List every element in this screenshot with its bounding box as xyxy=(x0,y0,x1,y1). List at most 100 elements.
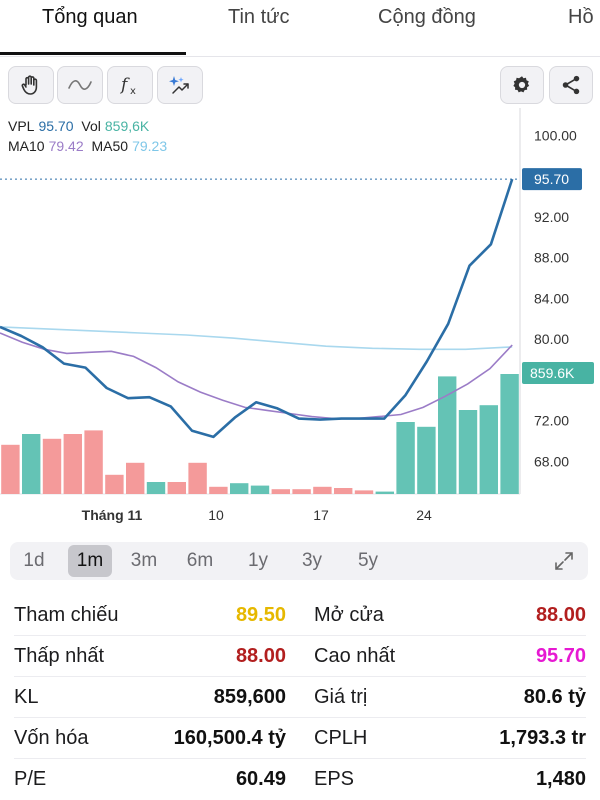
volume-value: 859,600 xyxy=(213,686,286,708)
divider xyxy=(14,635,586,636)
volume-tag xyxy=(522,362,594,384)
open-label: Mở cửa xyxy=(314,604,384,626)
hand-icon xyxy=(21,75,38,95)
range-5y[interactable]: 5y xyxy=(357,550,379,571)
stats-row-1: Tham chiếu 89.50 Mở cửa 88.00 xyxy=(14,596,586,636)
x-tick-label: 10 xyxy=(208,507,224,523)
stats-row-5: P/E 60.49 EPS 1,480 xyxy=(14,760,586,800)
volume-bar xyxy=(292,489,311,494)
range-1m[interactable]: 1m xyxy=(68,545,112,577)
open-value: 88.00 xyxy=(535,604,586,626)
wave-icon xyxy=(68,80,92,90)
volume-bar xyxy=(63,434,82,494)
stats-row-3: KL 859,600 Giá trị 80.6 tỷ xyxy=(14,678,586,718)
sparkle-chart-icon xyxy=(169,76,189,94)
volume-bar xyxy=(479,405,498,494)
value-label: Giá trị xyxy=(314,686,368,708)
volume-bar xyxy=(500,374,519,494)
legend-vol-label: Vol xyxy=(81,118,101,134)
volume-bar xyxy=(1,444,20,494)
volume-bar xyxy=(250,485,270,494)
stats-row-4: Vốn hóa 160,500.4 tỷ CPLH 1,793.3 tr xyxy=(14,719,586,759)
stats-row-2: Thấp nhất 88.00 Cao nhất 95.70 xyxy=(14,637,586,677)
range-3m[interactable]: 3m xyxy=(130,550,158,571)
indicator-button[interactable]: f x xyxy=(107,66,153,104)
volume-bar xyxy=(271,489,290,494)
range-6m[interactable]: 6m xyxy=(186,550,214,571)
value-value: 80.6 tỷ xyxy=(523,686,586,708)
legend-symbol: VPL xyxy=(8,118,35,134)
volume-bar xyxy=(438,376,457,494)
y-tick-label: 72.00 xyxy=(534,413,569,429)
svg-text:f: f xyxy=(119,75,130,95)
market-cap-label: Vốn hóa xyxy=(14,727,89,749)
eps-value: 1,480 xyxy=(535,768,586,790)
y-tick-label: 80.00 xyxy=(534,331,569,347)
top-tabs: Tổng quan Tin tức Cộng đồng Hồ xyxy=(0,0,600,57)
legend-ma50: 79.23 xyxy=(132,138,168,154)
divider xyxy=(14,676,586,677)
tab-news[interactable]: Tin tức xyxy=(228,6,290,28)
y-tick-label: 92.00 xyxy=(534,209,569,225)
legend-ma10: 79.42 xyxy=(48,138,84,154)
tab-community[interactable]: Cộng đồng xyxy=(378,6,476,28)
x-tick-label: Tháng 11 xyxy=(82,507,143,523)
volume-label: KL xyxy=(14,686,39,708)
price-tag-label: 95.70 xyxy=(534,171,569,187)
volume-bar xyxy=(84,430,103,494)
y-tick-label: 68.00 xyxy=(534,453,569,469)
eps-label: EPS xyxy=(314,768,355,790)
volume-bar xyxy=(396,422,415,494)
range-selector: 1d 1m 3m 6m 1y 3y 5y xyxy=(10,542,588,580)
volume-bar xyxy=(209,486,228,494)
price-tag xyxy=(522,168,582,191)
shares-outstanding-label: CPLH xyxy=(314,727,368,749)
price-chart[interactable]: 100.00 92.00 88.00 84.00 80.00 72.00 68.00 Thán… xyxy=(0,108,600,528)
tab-overview[interactable]: Tổng quan xyxy=(42,6,138,28)
volume-bar xyxy=(188,462,207,494)
volume-bar xyxy=(230,483,249,494)
line-tool-button[interactable] xyxy=(57,66,103,104)
volume-bar xyxy=(22,434,41,494)
expand-icon[interactable] xyxy=(554,551,574,571)
x-tick-label: 17 xyxy=(313,507,329,523)
y-tick-label: 88.00 xyxy=(534,250,569,266)
chart-settings-button[interactable] xyxy=(500,66,544,104)
volume-bar xyxy=(105,474,124,494)
divider xyxy=(14,717,586,718)
shares-outstanding-value: 1,793.3 tr xyxy=(499,727,586,749)
volume-bar xyxy=(126,462,145,494)
ma50-line xyxy=(0,326,513,351)
function-icon: f x xyxy=(119,75,136,97)
volume-tag-label: 859.6K xyxy=(530,365,575,381)
volume-bar xyxy=(417,426,436,494)
volume-bar xyxy=(313,486,332,494)
legend-vol: 859,6K xyxy=(104,118,150,134)
legend-row-2: MA10 79.42 MA50 79.23 xyxy=(8,138,171,154)
x-tick-label: 24 xyxy=(416,507,432,523)
legend-ma50-label: MA50 xyxy=(91,138,129,154)
market-cap-value: 160,500.4 tỷ xyxy=(173,727,286,749)
volume-bar xyxy=(375,491,394,494)
low-label: Thấp nhất xyxy=(14,645,105,667)
pe-label: P/E xyxy=(14,768,47,790)
range-1d[interactable]: 1d xyxy=(23,550,45,571)
range-1y[interactable]: 1y xyxy=(247,550,269,571)
legend-price: 95.70 xyxy=(38,118,74,134)
pe-value: 60.49 xyxy=(235,768,286,790)
range-3y[interactable]: 3y xyxy=(301,550,323,571)
svg-text:x: x xyxy=(130,86,136,97)
y-tick-label: 84.00 xyxy=(534,290,569,306)
volume-bar xyxy=(42,438,62,494)
high-value: 95.70 xyxy=(535,645,586,667)
share-button[interactable] xyxy=(549,66,593,104)
volume-bar xyxy=(334,488,353,494)
price-line xyxy=(0,178,514,439)
divider xyxy=(14,758,586,759)
hand-tool-button[interactable] xyxy=(8,66,54,104)
tab-profile[interactable]: Hồ xyxy=(568,6,594,28)
ma10-line xyxy=(0,332,513,420)
share-icon xyxy=(562,75,580,95)
ai-pattern-button[interactable] xyxy=(157,66,203,104)
legend-ma10-label: MA10 xyxy=(8,138,45,154)
